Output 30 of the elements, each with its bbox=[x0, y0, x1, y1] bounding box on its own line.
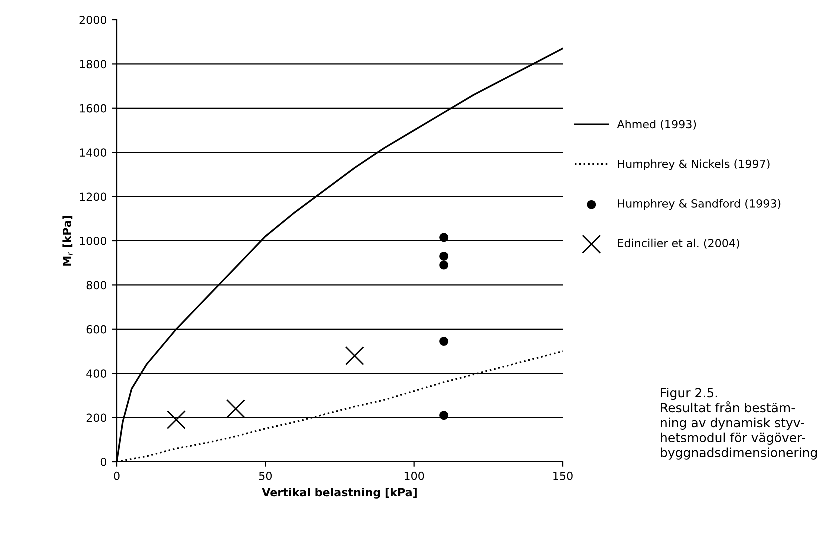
point bbox=[440, 233, 449, 242]
y-tick-label: 600 bbox=[86, 325, 107, 334]
legend-label: Humphrey & Sandford (1993) bbox=[618, 199, 781, 210]
x-tick-label: 100 bbox=[404, 472, 424, 480]
point bbox=[440, 411, 449, 420]
legend-label: Edincilier et al. (2004) bbox=[618, 238, 740, 249]
y-tick-label: 1200 bbox=[80, 192, 107, 202]
y-tick-label: 1400 bbox=[80, 148, 107, 157]
point bbox=[440, 252, 449, 261]
y-tick-label: 2000 bbox=[80, 16, 107, 24]
point bbox=[440, 260, 449, 270]
y-tick-label: 400 bbox=[86, 370, 107, 378]
legend-label: Humphrey & Nickels (1997) bbox=[618, 160, 770, 170]
y-axis-title: M$_{r}$ [kPa] bbox=[62, 216, 73, 266]
y-tick-label: 1600 bbox=[80, 104, 107, 113]
y-tick-label: 1000 bbox=[80, 236, 107, 246]
point bbox=[166, 410, 186, 430]
x-axis-title: Vertikal belastning [kPa] bbox=[262, 488, 417, 499]
point bbox=[226, 399, 246, 418]
legend-label: Ahmed (1993) bbox=[617, 120, 696, 130]
y-tick-label: 0 bbox=[100, 458, 107, 466]
y-tick-label: 800 bbox=[86, 281, 107, 290]
y-tick-label: 1800 bbox=[80, 60, 107, 69]
x-tick-label: 50 bbox=[259, 472, 272, 480]
point bbox=[440, 337, 449, 346]
y-tick-label: 200 bbox=[86, 414, 107, 422]
text: Figur 2.5. Resultat från bestäm- ning av dynamisk styv- hetsmodul för vägöver- byggnadsdimensionering bbox=[661, 388, 818, 460]
point bbox=[345, 346, 364, 366]
x-tick-label: 0 bbox=[114, 472, 120, 480]
x-tick-label: 150 bbox=[554, 472, 573, 480]
